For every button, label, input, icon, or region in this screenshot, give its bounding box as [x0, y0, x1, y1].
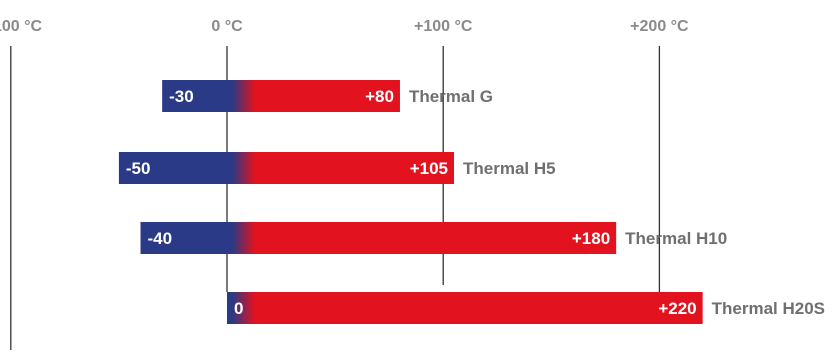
series-name-label: Thermal H5 — [463, 159, 556, 178]
temperature-range-bar — [140, 222, 617, 254]
temperature-range-bar — [227, 292, 703, 324]
bar-group: -40 +180 Thermal H10 — [140, 222, 727, 254]
x-axis-tick-labels: -100 °C 0 °C +100 °C +200 °C — [0, 18, 689, 35]
series-name-label: Thermal G — [409, 87, 493, 106]
x-tick-label: +200 °C — [630, 18, 689, 35]
min-temp-label: -40 — [148, 229, 173, 248]
x-tick-label: +100 °C — [414, 18, 473, 35]
x-tick-label: 0 °C — [211, 18, 243, 35]
min-temp-label: 0 — [234, 299, 243, 318]
series-name-label: Thermal H10 — [625, 229, 727, 248]
max-temp-label: +180 — [572, 229, 610, 248]
max-temp-label: +105 — [410, 159, 448, 178]
min-temp-label: -50 — [126, 159, 151, 178]
bars: -30 +80 Thermal G -50 +105 Thermal H5 -40 +180 T… — [118, 80, 825, 324]
max-temp-label: +80 — [365, 87, 394, 106]
series-name-label: Thermal H20S — [712, 299, 825, 318]
bar-group: 0 +220 Thermal H20S — [227, 292, 825, 324]
min-temp-label: -30 — [169, 87, 194, 106]
bar-group: -30 +80 Thermal G — [162, 80, 493, 112]
temperature-range-bar — [118, 152, 455, 184]
max-temp-label: +220 — [658, 299, 696, 318]
x-tick-label: -100 °C — [0, 18, 42, 35]
temperature-range-bar — [162, 80, 400, 112]
bar-group: -50 +105 Thermal H5 — [118, 152, 556, 184]
